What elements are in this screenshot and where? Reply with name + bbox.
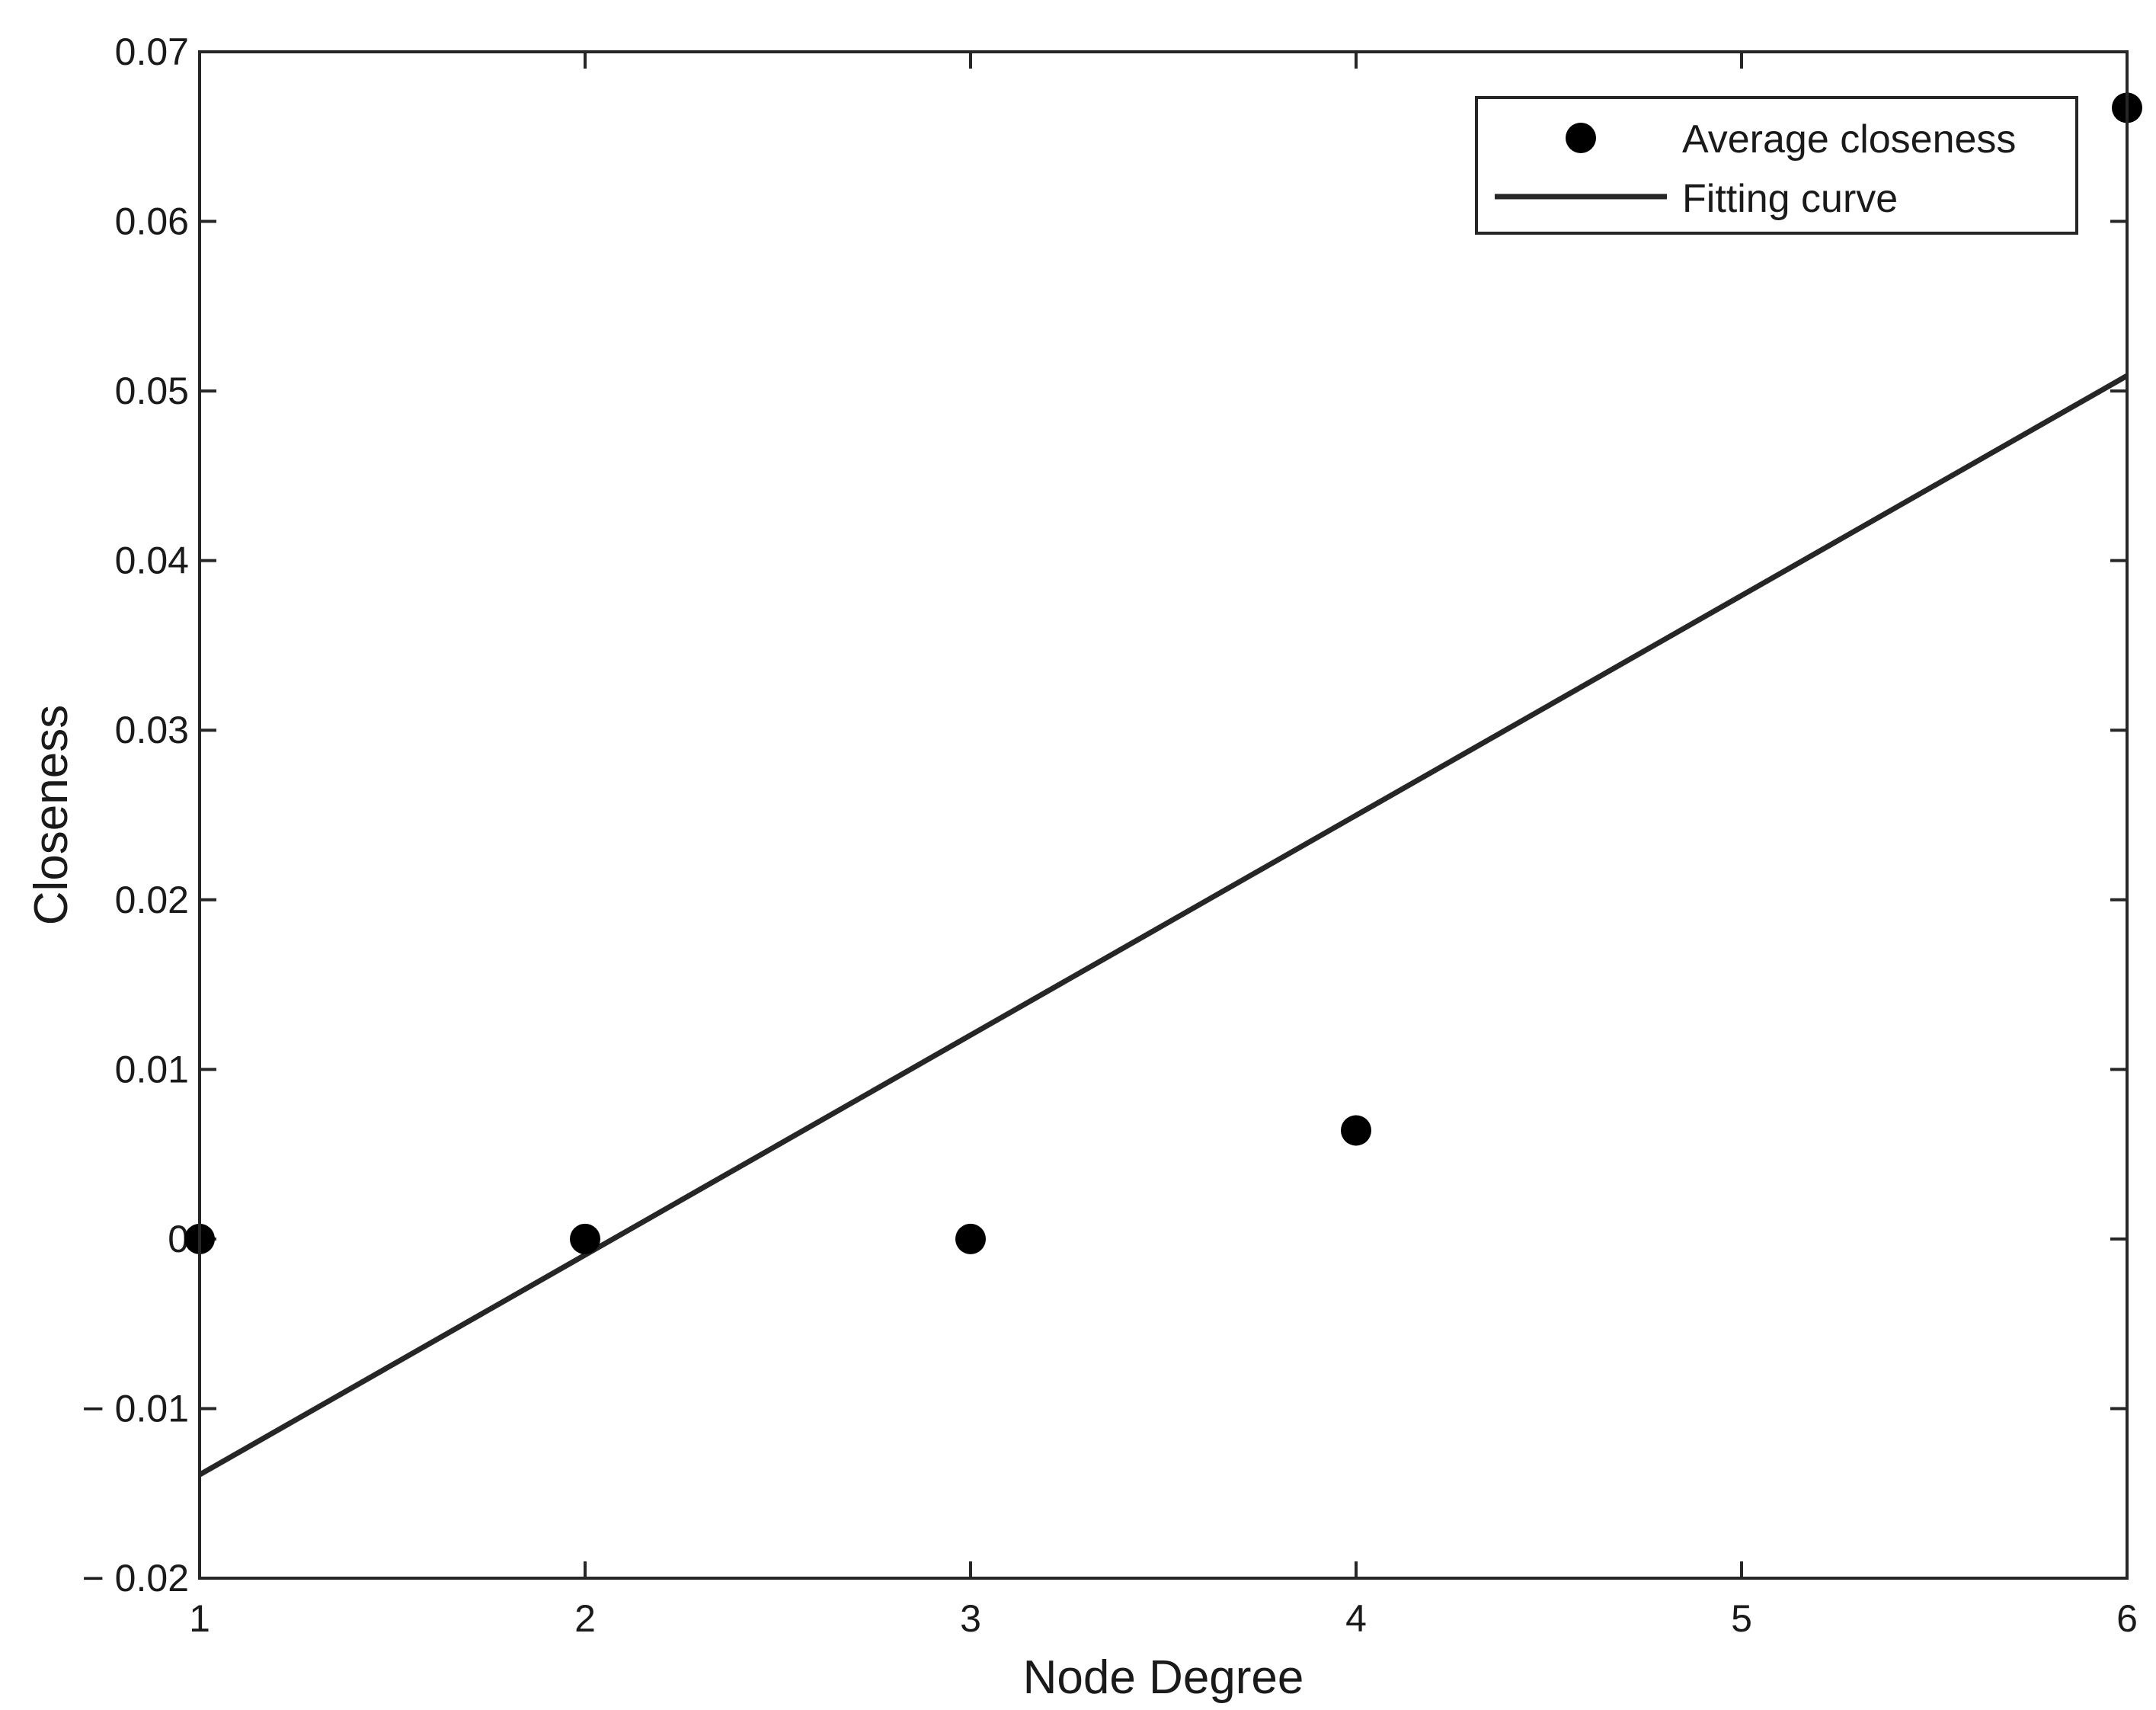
axis-tick-labels: 1 2 3 4 5 6− 0.02− 0.0100.010.020.030.040.050…	[82, 30, 2138, 1640]
legend-marker-average-closeness	[1566, 123, 1596, 153]
plot-background	[200, 52, 2127, 1578]
average-closeness-point	[1341, 1115, 1371, 1146]
x-tick-label: 1	[189, 1597, 210, 1640]
legend-label-fitting-curve: Fitting curve	[1682, 177, 1898, 221]
y-tick-label: − 0.02	[82, 1557, 189, 1600]
y-tick-label: 0.05	[115, 370, 189, 412]
fitting-curve-line	[198, 373, 2129, 1478]
x-tick-label: 6	[2116, 1597, 2138, 1640]
plot-frame	[198, 50, 2129, 1580]
average-closeness-point	[955, 1223, 986, 1254]
x-axis-label: Node Degree	[1023, 1651, 1304, 1704]
chart-marks	[184, 92, 2142, 1478]
y-tick-label: 0.03	[115, 709, 189, 751]
legend: Average closeness Fitting curve	[1475, 96, 2078, 235]
y-tick-label: − 0.01	[82, 1387, 189, 1430]
y-tick-label: 0.04	[115, 540, 189, 582]
x-tick-label: 4	[1345, 1597, 1367, 1640]
y-tick-label: 0.01	[115, 1048, 189, 1090]
legend-label-average-closeness: Average closeness	[1682, 117, 2016, 162]
y-axis-label: Closeness	[25, 705, 78, 925]
x-tick-label: 5	[1731, 1597, 1752, 1640]
y-tick-label: 0.02	[115, 879, 189, 921]
x-tick-label: 2	[574, 1597, 596, 1640]
average-closeness-point	[570, 1223, 600, 1254]
y-tick-label: 0.07	[115, 30, 189, 73]
y-tick-label: 0.06	[115, 200, 189, 243]
legend-box	[1475, 96, 2078, 235]
x-tick-label: 3	[960, 1597, 981, 1640]
